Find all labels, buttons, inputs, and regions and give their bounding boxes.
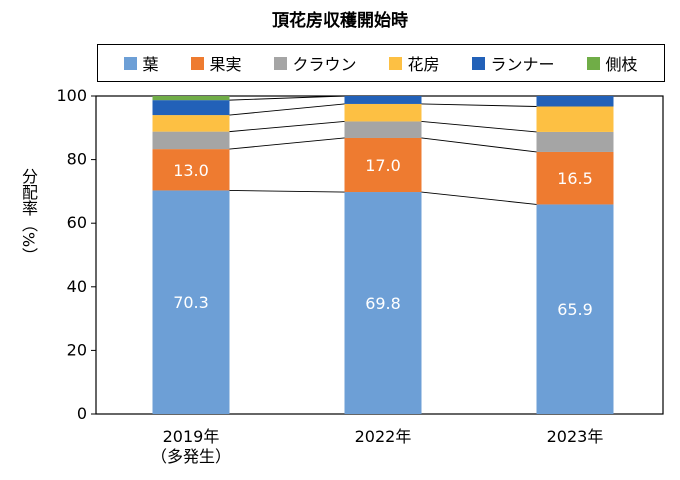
legend-label-3: 花房 bbox=[407, 55, 440, 74]
legend-label-2: クラウン bbox=[292, 55, 357, 74]
bar-2-3 bbox=[536, 106, 614, 132]
series-line-1-2 bbox=[421, 120, 537, 133]
data-label-1-1: 17.0 bbox=[365, 156, 401, 175]
bar-1-1 bbox=[344, 137, 422, 193]
bar-2-4 bbox=[536, 96, 614, 107]
chart-title: 頂花房収穫開始時 bbox=[272, 11, 408, 31]
series-line-0-2 bbox=[229, 120, 345, 133]
bar-0-3 bbox=[152, 115, 230, 132]
data-label-2-1: 16.5 bbox=[557, 169, 593, 188]
bar-1-3 bbox=[344, 103, 422, 122]
legend-item-5: 側枝 bbox=[587, 51, 638, 75]
legend-swatch-2 bbox=[274, 56, 288, 70]
legend-label-5: 側枝 bbox=[605, 55, 638, 74]
data-label-0-1: 13.0 bbox=[173, 161, 209, 180]
y-tick-label-5: 100 bbox=[56, 86, 87, 105]
legend-swatch-5 bbox=[587, 56, 601, 70]
x-tick-label-0-1: （多発生） bbox=[151, 447, 231, 466]
bar-2-0 bbox=[536, 204, 614, 414]
series-line-0-1 bbox=[229, 137, 345, 150]
bar-0-0 bbox=[152, 190, 230, 414]
legend-item-3: 花房 bbox=[389, 51, 440, 75]
y-tick-label-0: 0 bbox=[77, 404, 87, 423]
bar-0-5 bbox=[152, 96, 230, 101]
legend-item-1: 果実 bbox=[191, 51, 242, 75]
data-label-1-0: 69.8 bbox=[365, 294, 401, 313]
bar-2-2 bbox=[536, 131, 614, 152]
series-line-1-1 bbox=[421, 137, 537, 153]
bar-2-1 bbox=[536, 151, 614, 205]
y-tick-label-3: 60 bbox=[67, 213, 87, 232]
series-line-1-3 bbox=[421, 103, 537, 107]
legend-swatch-1 bbox=[191, 56, 205, 70]
y-tick-label-1: 20 bbox=[67, 340, 87, 359]
bar-0-1 bbox=[152, 149, 230, 191]
series-line-0-0 bbox=[229, 189, 345, 193]
series-line-1-0 bbox=[421, 191, 537, 205]
x-tick-label-2-0: 2023年 bbox=[547, 427, 604, 446]
bar-1-4 bbox=[344, 96, 422, 104]
legend-label-0: 葉 bbox=[142, 55, 159, 74]
legend-swatch-3 bbox=[389, 56, 403, 70]
x-tick-label-1-0: 2022年 bbox=[355, 427, 412, 446]
y-tick-label-4: 80 bbox=[67, 150, 87, 169]
legend-swatch-4 bbox=[472, 56, 486, 70]
legend-item-4: ランナー bbox=[472, 51, 555, 75]
legend-label-1: 果実 bbox=[209, 55, 242, 74]
legend-label-4: ランナー bbox=[490, 55, 555, 74]
y-axis-title: 分配率（%） bbox=[19, 168, 38, 264]
bar-0-2 bbox=[152, 131, 230, 150]
legend-item-2: クラウン bbox=[274, 51, 357, 75]
series-line-0-4 bbox=[229, 95, 345, 101]
bar-0-4 bbox=[152, 100, 230, 116]
x-tick-label-0-0: 2019年 bbox=[163, 427, 220, 446]
legend: 葉 果実 クラウン 花房 ランナー 側枝 bbox=[97, 44, 665, 82]
series-line-0-3 bbox=[229, 103, 345, 116]
bar-1-0 bbox=[344, 192, 422, 414]
y-tick-label-2: 40 bbox=[67, 277, 87, 296]
bar-1-2 bbox=[344, 121, 422, 138]
legend-item-0: 葉 bbox=[124, 51, 159, 75]
legend-swatch-0 bbox=[124, 56, 138, 70]
data-label-2-0: 65.9 bbox=[557, 300, 593, 319]
data-label-0-0: 70.3 bbox=[173, 293, 209, 312]
